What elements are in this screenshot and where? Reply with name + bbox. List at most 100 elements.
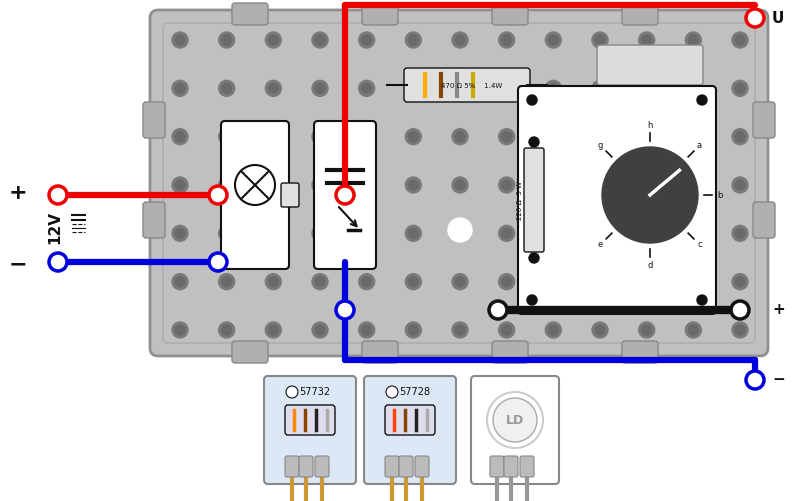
Circle shape [732,32,748,48]
Circle shape [175,228,185,238]
FancyBboxPatch shape [364,376,456,484]
Circle shape [268,132,278,142]
Text: g: g [598,141,603,150]
Circle shape [595,325,605,335]
Circle shape [268,35,278,45]
Circle shape [406,322,422,338]
Circle shape [408,180,418,190]
Text: LD: LD [506,413,524,426]
Circle shape [638,177,654,193]
Circle shape [732,129,748,145]
Circle shape [595,83,605,93]
Circle shape [732,80,748,96]
Circle shape [175,180,185,190]
Circle shape [362,132,372,142]
Circle shape [172,274,188,290]
Circle shape [286,386,298,398]
Circle shape [502,35,512,45]
Text: a: a [697,141,702,150]
Circle shape [209,186,227,204]
Circle shape [546,32,562,48]
Circle shape [455,35,465,45]
Circle shape [498,129,514,145]
Text: 57728: 57728 [399,387,430,397]
Circle shape [732,322,748,338]
Circle shape [731,301,749,319]
Circle shape [362,83,372,93]
Circle shape [455,277,465,287]
FancyBboxPatch shape [518,86,716,314]
Circle shape [642,228,652,238]
Text: b: b [718,190,722,199]
Circle shape [406,32,422,48]
FancyBboxPatch shape [163,23,755,343]
Circle shape [688,228,698,238]
Circle shape [455,132,465,142]
Circle shape [268,83,278,93]
Text: e: e [598,240,603,249]
Circle shape [638,225,654,241]
Circle shape [172,129,188,145]
Circle shape [638,322,654,338]
Circle shape [452,322,468,338]
Circle shape [315,180,325,190]
Circle shape [502,132,512,142]
FancyBboxPatch shape [404,68,530,102]
Circle shape [406,80,422,96]
Text: −: − [9,254,27,274]
FancyBboxPatch shape [524,148,544,252]
FancyBboxPatch shape [232,3,268,25]
Circle shape [209,253,227,271]
Circle shape [408,277,418,287]
Text: 470 Ω 5%    1.4W: 470 Ω 5% 1.4W [442,83,502,89]
Circle shape [172,177,188,193]
Text: 12V: 12V [47,211,62,244]
Circle shape [529,137,539,147]
Circle shape [172,322,188,338]
Circle shape [642,180,652,190]
FancyBboxPatch shape [362,341,398,363]
Circle shape [312,32,328,48]
Circle shape [315,83,325,93]
Circle shape [312,322,328,338]
Circle shape [362,277,372,287]
Circle shape [592,32,608,48]
Circle shape [529,253,539,263]
Circle shape [548,277,558,287]
Circle shape [548,83,558,93]
Circle shape [218,322,234,338]
Circle shape [455,228,465,238]
FancyBboxPatch shape [492,3,528,25]
FancyBboxPatch shape [221,121,289,269]
Circle shape [268,325,278,335]
Circle shape [408,325,418,335]
Circle shape [595,132,605,142]
Circle shape [502,228,512,238]
Circle shape [218,80,234,96]
Circle shape [266,32,282,48]
FancyBboxPatch shape [753,202,775,238]
Circle shape [218,274,234,290]
FancyBboxPatch shape [399,456,413,477]
Text: 57732: 57732 [299,387,330,397]
Circle shape [498,177,514,193]
Text: +: + [772,303,785,318]
Circle shape [175,325,185,335]
Circle shape [735,325,745,335]
Circle shape [362,228,372,238]
Circle shape [498,274,514,290]
Circle shape [312,225,328,241]
Circle shape [502,325,512,335]
Circle shape [268,180,278,190]
Circle shape [358,80,374,96]
Circle shape [642,277,652,287]
Circle shape [735,180,745,190]
Text: d: d [647,261,653,270]
Circle shape [266,322,282,338]
Circle shape [548,132,558,142]
Circle shape [268,228,278,238]
Circle shape [527,95,537,105]
FancyBboxPatch shape [232,341,268,363]
Circle shape [546,80,562,96]
Circle shape [172,32,188,48]
